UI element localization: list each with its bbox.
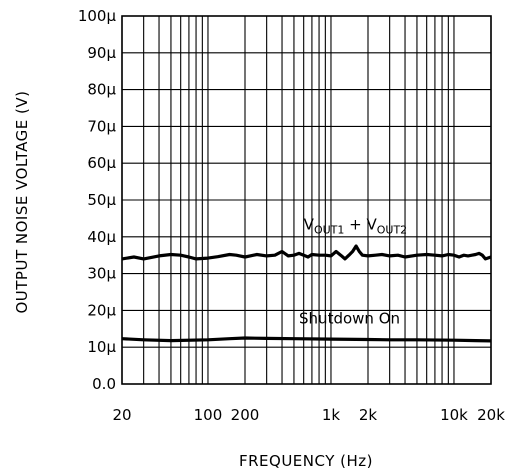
y-tick-label: 30µ bbox=[87, 265, 116, 283]
annotation-shutdown-on: Shutdown On bbox=[299, 309, 400, 327]
y-tick-labels: 0.0 10µ 20µ 30µ 40µ 50µ 60µ 70µ 80µ 90µ 100µ bbox=[78, 7, 117, 393]
annotation-v1-main: V bbox=[304, 215, 315, 233]
x-tick-labels: 20 100 200 1k 2k 10k 20k bbox=[112, 406, 505, 424]
annotation-v2-sub: OUT2 bbox=[377, 223, 407, 236]
grid-lines bbox=[121, 15, 492, 385]
y-tick-label: 50µ bbox=[87, 191, 116, 209]
series-line-0 bbox=[121, 244, 492, 261]
x-tick-label: 20k bbox=[477, 406, 505, 424]
x-tick-label: 20 bbox=[112, 406, 131, 424]
y-tick-label: 10µ bbox=[87, 338, 116, 356]
x-axis-label: FREQUENCY (Hz) bbox=[239, 452, 373, 470]
series-lines bbox=[121, 244, 492, 343]
annotation-vout1-plus-vout2: VOUT1 + VOUT2 bbox=[304, 215, 408, 236]
x-tick-label: 1k bbox=[322, 406, 341, 424]
x-tick-label: 10k bbox=[440, 406, 468, 424]
x-tick-label: 100 bbox=[194, 406, 223, 424]
y-tick-label: 40µ bbox=[87, 228, 116, 246]
series-line-1 bbox=[121, 336, 492, 343]
annotation-v1-sub: OUT1 bbox=[314, 223, 344, 236]
plot-frame bbox=[121, 15, 492, 385]
x-tick-label: 2k bbox=[359, 406, 378, 424]
annotation-plus-v2: + V bbox=[344, 215, 377, 233]
y-tick-label: 0.0 bbox=[92, 375, 116, 393]
y-axis-label: OUTPUT NOISE VOLTAGE (V) bbox=[13, 90, 31, 313]
y-tick-label: 70µ bbox=[87, 117, 116, 135]
y-tick-label: 100µ bbox=[78, 7, 117, 25]
x-tick-label: 200 bbox=[231, 406, 260, 424]
y-tick-label: 90µ bbox=[87, 44, 116, 62]
y-tick-label: 20µ bbox=[87, 301, 116, 319]
y-tick-label: 60µ bbox=[87, 154, 116, 172]
y-tick-label: 80µ bbox=[87, 81, 116, 99]
